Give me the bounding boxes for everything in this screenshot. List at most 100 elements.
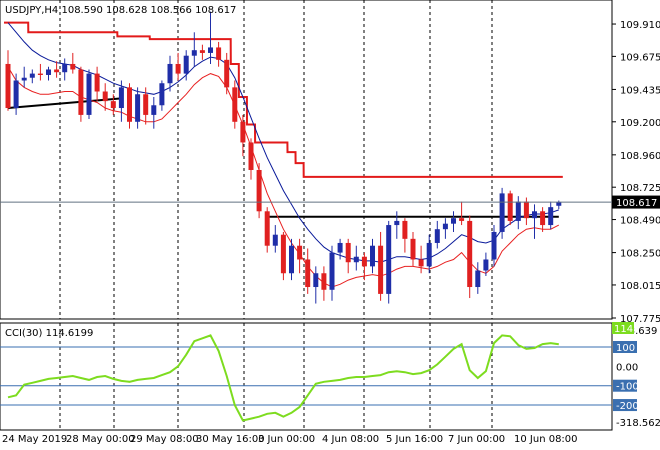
candle-body: [548, 207, 554, 226]
candle-body: [135, 94, 141, 122]
cci-top-label: 213.639: [616, 326, 657, 337]
candle-body: [5, 63, 11, 109]
candle-body: [434, 229, 440, 243]
moving-average-blue: [7, 22, 559, 263]
candle-body: [499, 193, 505, 232]
cci-level-box: [613, 379, 637, 392]
moving-average-red: [7, 66, 560, 288]
candle-body: [94, 73, 100, 92]
candle-body: [305, 259, 311, 288]
time-label: 5 Jun 16:00: [386, 434, 443, 445]
candle-body: [540, 211, 546, 226]
cci-panel-frame: [0, 322, 613, 431]
candle-body: [127, 87, 132, 122]
candle-body: [264, 211, 270, 246]
cci-level-label: 0.00: [616, 362, 638, 373]
cci-current-label: 114: [614, 324, 633, 335]
cci-level-box: [613, 399, 637, 412]
candle-body: [289, 245, 294, 274]
candle-body: [475, 270, 481, 288]
candle-body: [208, 47, 213, 53]
candle-body: [232, 87, 238, 122]
horizontal-level-line: [7, 97, 122, 110]
candle-body: [386, 225, 392, 294]
candle-body: [21, 77, 27, 81]
candle-body: [191, 50, 197, 56]
candle-body: [523, 201, 529, 219]
candle-body: [256, 169, 262, 212]
candle-body: [483, 259, 489, 271]
candle-body: [515, 201, 521, 221]
candle-body: [78, 69, 84, 115]
cci-level-box: [613, 340, 637, 353]
time-label: 3 Jun 00:00: [258, 434, 315, 445]
candle-body: [370, 245, 375, 267]
candle-body: [353, 256, 359, 263]
price-tick-label: 109.910: [620, 20, 660, 31]
price-axis: 109.910 109.675 109.435 109.200 108.960 108.7…: [612, 20, 660, 325]
current-price-box: [612, 195, 660, 209]
candle-body: [442, 223, 448, 230]
candle-body: [272, 234, 278, 246]
cci-level-label: 100: [616, 343, 635, 354]
time-label: 29 May 08:00: [130, 434, 199, 445]
current-price-label: 108.617: [616, 198, 657, 209]
candle-body: [46, 69, 51, 75]
candle-body: [337, 242, 343, 253]
candle-body: [345, 242, 351, 263]
candle-body: [378, 245, 384, 294]
candle-body: [361, 256, 367, 267]
candle-body: [199, 50, 205, 53]
candlestick-series: [5, 11, 562, 304]
candle-body: [159, 83, 165, 106]
cci-level-label: -200: [616, 401, 639, 412]
cci-line: [7, 334, 559, 422]
candle-body: [240, 121, 246, 143]
price-tick-label: 109.200: [620, 118, 660, 129]
candle-body: [183, 55, 189, 74]
price-panel-frame: [0, 0, 613, 320]
candle-body: [224, 59, 230, 88]
candle-body: [29, 73, 35, 78]
time-label: 10 Jun 08:00: [514, 434, 578, 445]
candle-body: [216, 47, 222, 60]
candle-body: [426, 242, 432, 267]
candle-body: [143, 94, 149, 115]
candle-body: [62, 63, 68, 73]
candle-body: [175, 63, 181, 74]
candle-body: [86, 73, 92, 115]
candle-body: [459, 218, 465, 221]
candle-body: [394, 220, 400, 226]
candle-body: [54, 69, 60, 73]
candle-body: [297, 245, 303, 260]
candle-body: [418, 259, 424, 267]
time-label: 4 Jun 08:00: [322, 434, 379, 445]
candle-body: [321, 273, 327, 290]
cci-bottom-label: -318.5623: [616, 418, 660, 429]
candle-body: [507, 193, 513, 221]
time-label: 30 May 16:00: [196, 434, 265, 445]
candle-body: [167, 63, 173, 84]
candle-body: [451, 218, 456, 224]
price-tick-label: 109.435: [620, 85, 660, 96]
price-tick-label: 109.675: [620, 52, 660, 63]
candle-body: [329, 252, 335, 290]
candle-body: [313, 273, 319, 288]
red-step-line: [4, 21, 563, 178]
candle-body: [467, 220, 473, 288]
price-tick-label: 108.490: [620, 216, 660, 227]
candle-body: [102, 91, 108, 102]
time-label: 28 May 00:00: [66, 434, 135, 445]
candle-body: [248, 142, 254, 170]
price-tick-label: 108.250: [620, 249, 660, 260]
candle-body: [532, 211, 537, 219]
cci-current-box: [612, 322, 634, 334]
time-label: 7 Jun 00:00: [448, 434, 505, 445]
candle-body: [491, 231, 497, 260]
candle-body: [556, 202, 562, 206]
price-tick-label: 108.015: [620, 281, 660, 292]
candle-body: [280, 234, 286, 274]
candle-body: [13, 80, 19, 109]
